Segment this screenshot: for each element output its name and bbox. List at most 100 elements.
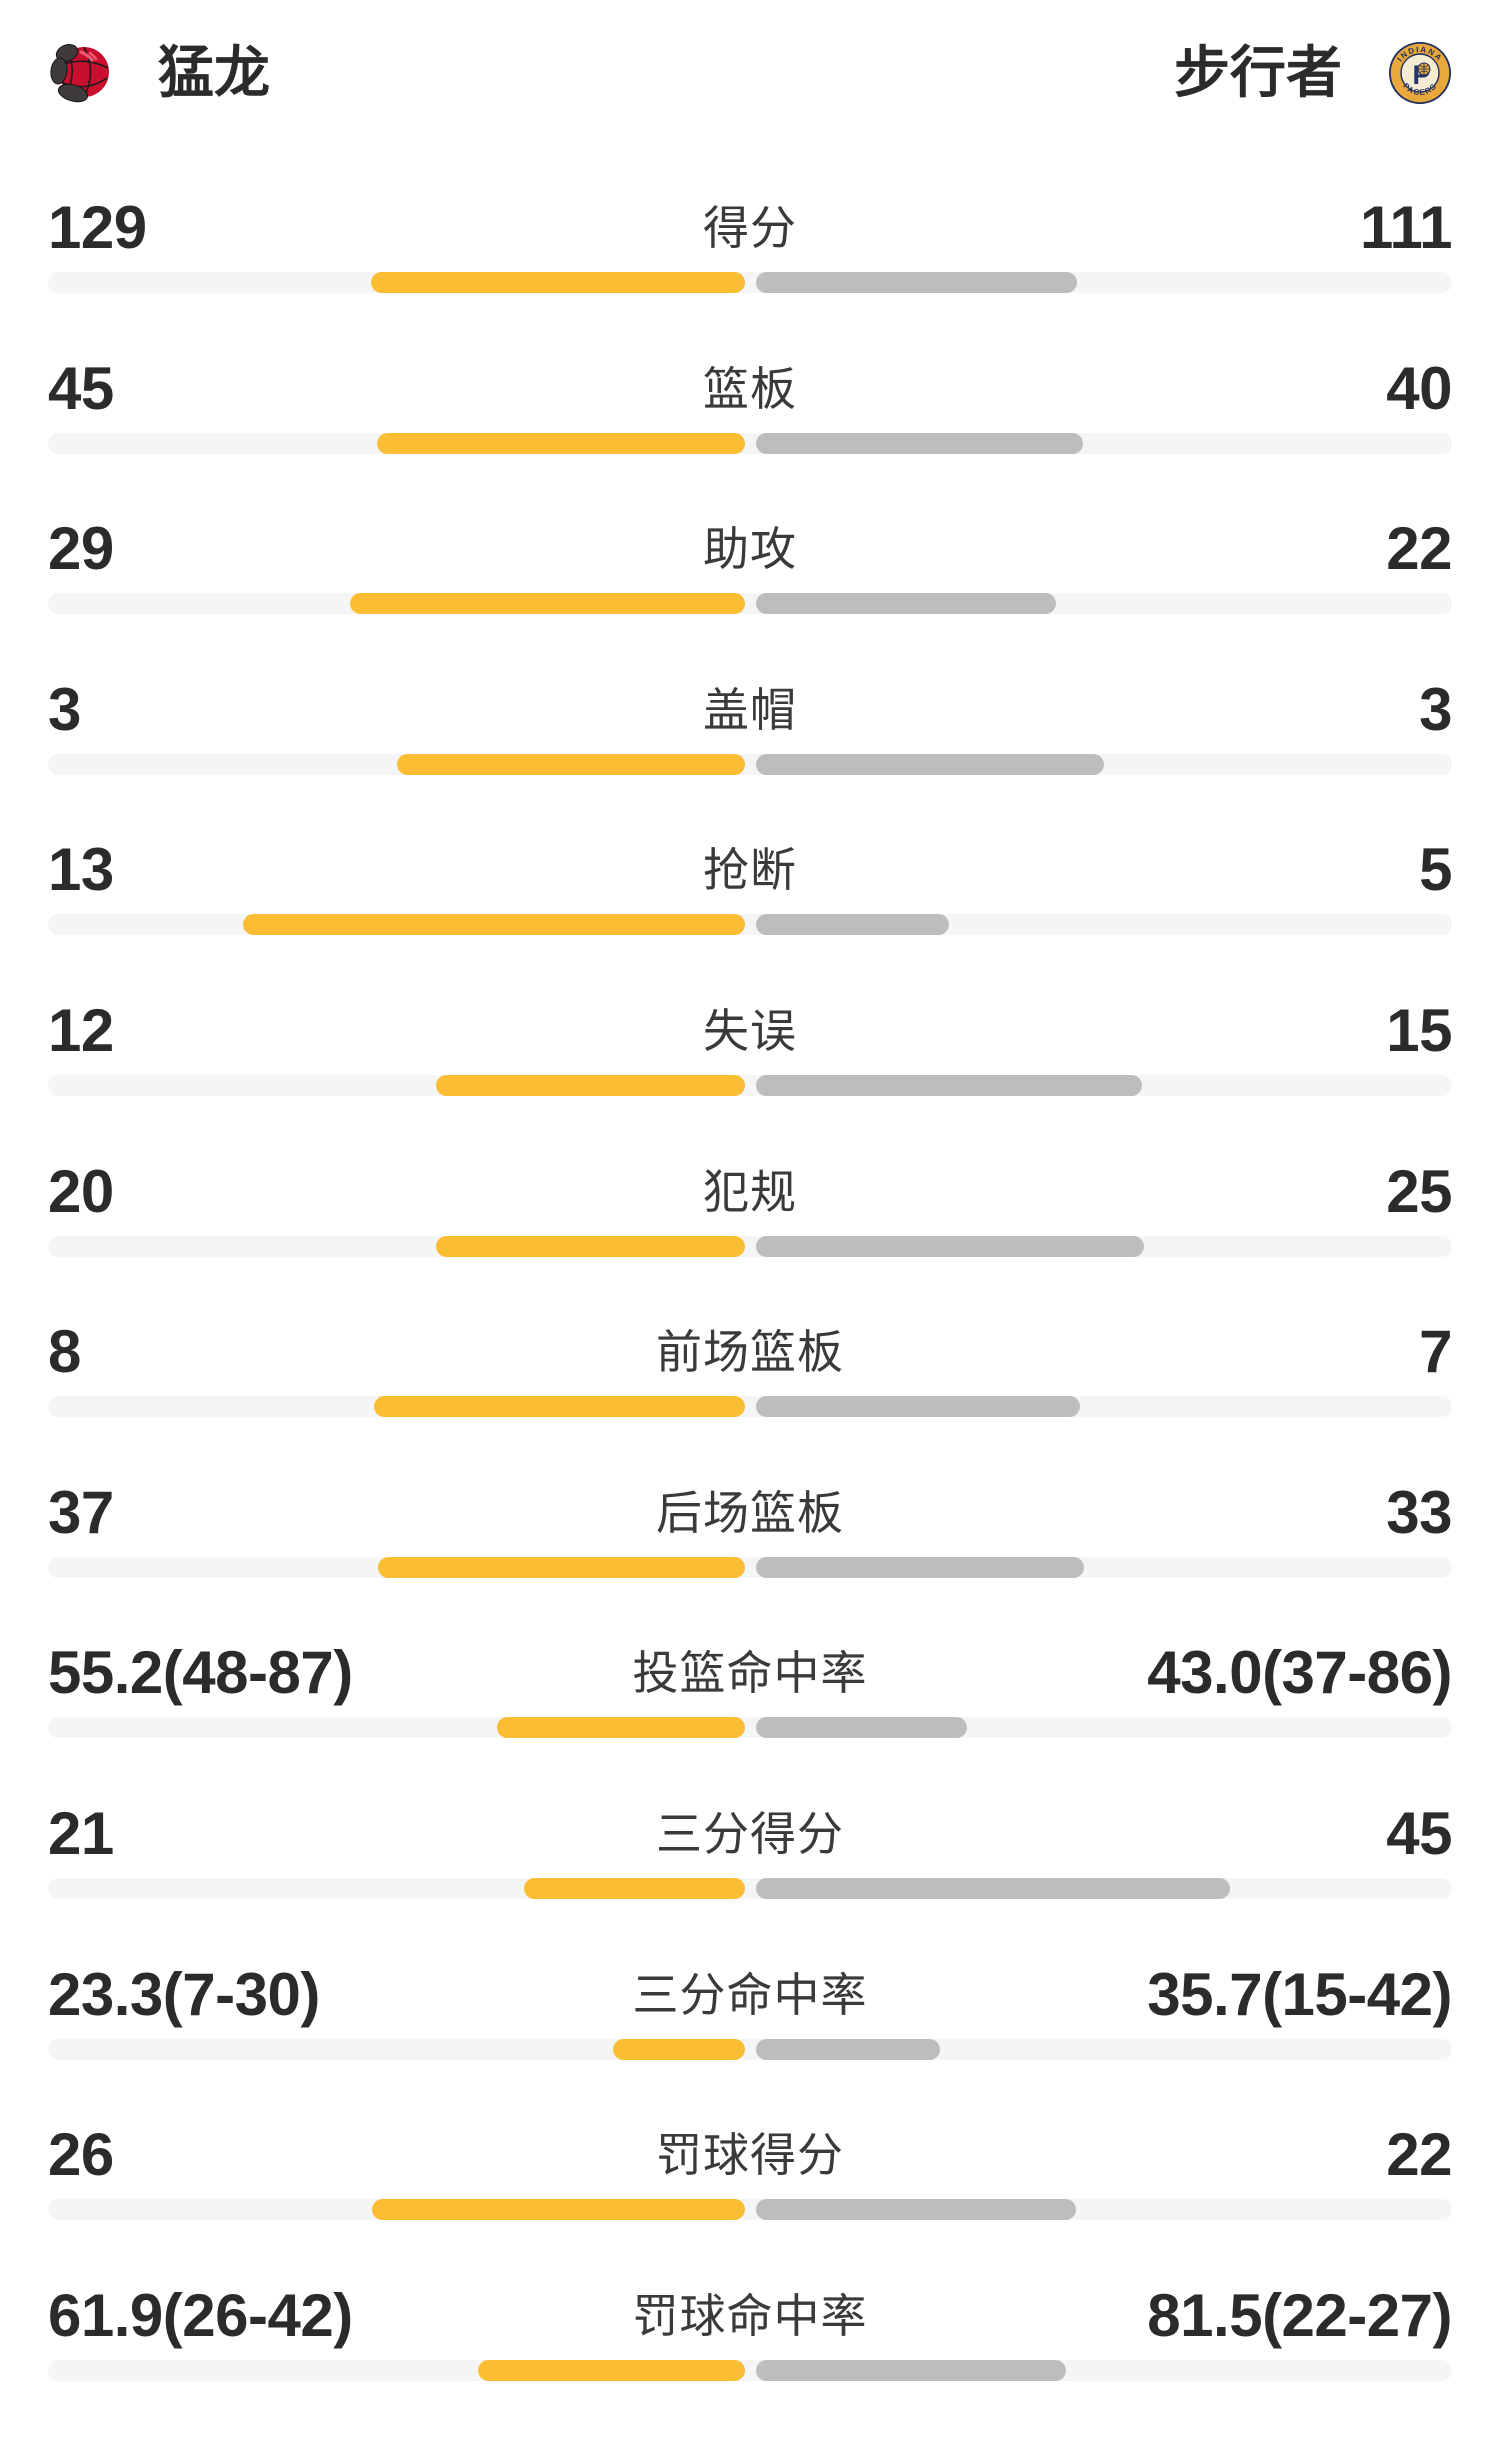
stat-label: 篮板 [703,362,797,415]
stat-bar-track [48,2038,1452,2060]
stat-label: 投篮命中率 [632,1647,868,1700]
stat-label: 助攻 [703,523,797,576]
stat-values-line: 12 失误 15 [48,995,1452,1067]
stat-bar-away [756,1396,1080,1418]
stat-bar-track [48,432,1452,454]
stat-values-line: 55.2(48-87) 投篮命中率 43.0(37-86) [48,1637,1452,1709]
stat-value-away: 7 [1419,1318,1452,1386]
stat-row: 29 助攻 22 [48,513,1452,674]
stat-bar-home [478,2359,745,2381]
stat-bar-home [524,1877,745,1899]
team-home[interactable]: 猛龙 [48,41,270,105]
stat-bar-home [243,914,745,936]
stat-row: 12 失误 15 [48,995,1452,1156]
stat-value-away: 45 [1386,1799,1452,1867]
stat-bar-away [756,272,1077,293]
stat-bar-track [48,593,1452,615]
stat-bar-home [378,1556,745,1578]
stat-values-line: 21 三分得分 45 [48,1798,1452,1870]
stat-value-home: 12 [48,996,114,1064]
stat-label: 罚球得分 [656,2129,844,2182]
stat-row: 26 罚球得分 22 [48,2119,1452,2280]
stat-values-line: 23.3(7-30) 三分命中率 35.7(15-42) [48,1959,1452,2031]
stat-label: 盖帽 [703,683,797,736]
stat-value-home: 29 [48,515,114,583]
stat-bar-away [756,1074,1142,1096]
stat-bar-home [377,432,745,454]
stat-values-line: 61.9(26-42) 罚球命中率 81.5(22-27) [48,2280,1452,2352]
stat-label: 失误 [703,1004,797,1057]
stat-value-away: 3 [1419,675,1452,743]
stat-value-home: 45 [48,354,114,422]
stat-bar-home [350,593,745,615]
stat-bar-away [756,1556,1084,1578]
stat-row: 3 盖帽 3 [48,674,1452,835]
stat-row: 23.3(7-30) 三分命中率 35.7(15-42) [48,1959,1452,2120]
stat-row: 21 三分得分 45 [48,1798,1452,1959]
stat-label: 三分命中率 [632,1968,868,2021]
stat-values-line: 20 犯规 25 [48,1156,1452,1228]
stat-row: 20 犯规 25 [48,1156,1452,1317]
stat-values-line: 3 盖帽 3 [48,674,1452,746]
team-away[interactable]: 步行者 INDIANA PACERS P [1174,41,1452,105]
stat-value-away: 15 [1386,996,1452,1064]
stat-bar-track [48,2359,1452,2381]
stat-bar-away [756,914,949,936]
teams-header: 猛龙 步行者 INDIANA PACERS [48,0,1452,106]
stat-bar-away [756,2038,940,2060]
stat-bar-away [756,593,1056,615]
stat-bar-away [756,753,1104,775]
stat-bar-away [756,432,1083,454]
stat-bar-home [397,753,745,775]
stat-bar-track [48,1556,1452,1578]
stat-value-away: 33 [1386,1478,1452,1546]
stat-values-line: 37 后场篮板 33 [48,1477,1452,1549]
stat-value-away: 111 [1360,194,1453,261]
stat-value-away: 22 [1386,2121,1452,2189]
stat-bar-track [48,2199,1452,2221]
stat-values-line: 45 篮板 40 [48,353,1452,425]
stat-label: 抢断 [703,844,797,897]
stat-bar-track [48,272,1452,293]
stat-label: 罚球命中率 [632,2289,868,2342]
stat-row: 45 篮板 40 [48,353,1452,514]
stat-row: 55.2(48-87) 投篮命中率 43.0(37-86) [48,1637,1452,1798]
stat-bar-home [371,272,745,293]
stat-label: 得分 [703,202,797,254]
stat-bar-away [756,1235,1144,1257]
stat-value-home: 23.3(7-30) [48,1960,320,2028]
stat-value-home: 61.9(26-42) [48,2281,353,2349]
stat-row: 129 得分 111 [48,192,1453,353]
stat-row: 61.9(26-42) 罚球命中率 81.5(22-27) [48,2280,1452,2440]
stat-bar-track [48,1074,1452,1096]
stat-values-line: 26 罚球得分 22 [48,2119,1452,2191]
stats-list: 129 得分 111 45 篮板 40 29 助攻 22 [48,192,1453,2440]
stat-bar-track [48,1877,1452,1899]
stat-bar-track [48,753,1452,775]
team-away-name[interactable]: 步行者 [1174,41,1342,104]
stat-bar-away [756,1877,1230,1899]
svg-text:PACERS: PACERS [1401,81,1439,97]
stat-bar-home [436,1235,745,1257]
pacers-logo-icon[interactable]: INDIANA PACERS P [1388,41,1452,105]
stat-value-away: 35.7(15-42) [1147,1960,1452,2028]
stat-value-home: 3 [48,675,81,743]
team-home-name[interactable]: 猛龙 [158,41,270,104]
stat-value-away: 43.0(37-86) [1147,1639,1452,1707]
stat-label: 三分得分 [656,1807,844,1860]
stat-value-away: 22 [1386,515,1452,583]
stat-row: 37 后场篮板 33 [48,1477,1452,1638]
stat-bar-home [436,1074,745,1096]
stat-value-away: 81.5(22-27) [1147,2281,1452,2349]
stat-value-home: 20 [48,1157,114,1225]
raptors-logo-icon[interactable] [48,41,112,105]
stat-label: 后场篮板 [656,1486,844,1539]
stat-value-away: 5 [1419,836,1452,904]
stat-bar-track [48,1235,1452,1257]
stat-bar-home [497,1717,745,1739]
stat-bar-track [48,914,1452,936]
stat-value-home: 129 [48,194,147,261]
stat-value-away: 40 [1386,354,1452,422]
stat-bar-away [756,2199,1076,2221]
